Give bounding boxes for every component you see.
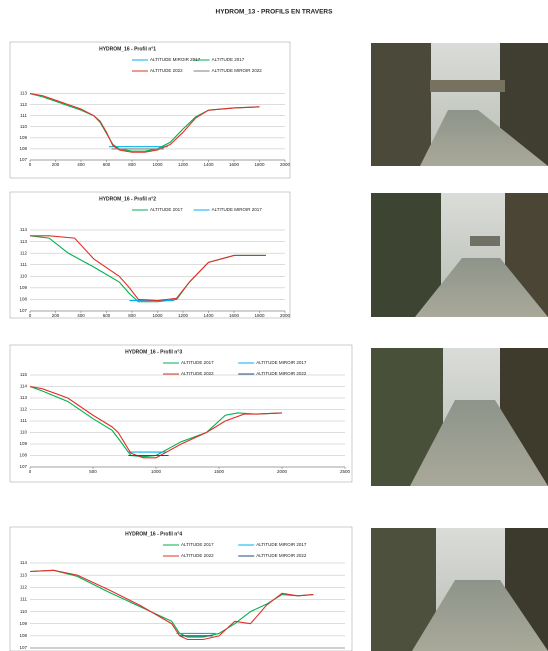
- x-tick-label: 1500: [214, 469, 225, 474]
- y-tick-label: 113: [20, 91, 28, 96]
- y-tick-label: 112: [20, 584, 28, 589]
- page: HYDROM_13 - PROFILS EN TRAVERS HYDROM_16…: [0, 0, 548, 651]
- y-tick-label: 111: [20, 262, 27, 267]
- legend-label: ALTITUDE 2022: [150, 68, 183, 73]
- y-tick-label: 113: [20, 239, 28, 244]
- photo: [371, 43, 548, 166]
- chart-frame: [10, 42, 290, 178]
- x-tick-label: 1600: [229, 162, 240, 167]
- y-tick-label: 112: [20, 250, 28, 255]
- legend-label: ALTITUDE MIROIR 2017: [212, 207, 263, 212]
- y-tick-label: 107: [19, 464, 27, 469]
- chart: HYDROM_16 - Profil n°4 107 108 109 110 111 112…: [10, 527, 352, 651]
- y-tick-label: 111: [20, 597, 27, 602]
- y-tick-label: 112: [20, 407, 28, 412]
- x-tick-label: 1600: [229, 313, 240, 318]
- y-tick-label: 114: [20, 560, 28, 565]
- x-tick-label: 600: [103, 313, 111, 318]
- y-tick-label: 114: [20, 227, 28, 232]
- x-tick-label: 1800: [254, 313, 265, 318]
- x-tick-label: 500: [89, 469, 97, 474]
- x-tick-label: 1400: [203, 313, 214, 318]
- photo: [371, 528, 548, 651]
- y-tick-label: 109: [19, 285, 27, 290]
- chart-title: HYDROM_16 - Profil n°4: [125, 531, 182, 537]
- y-tick-label: 107: [19, 308, 27, 313]
- x-tick-label: 1000: [151, 469, 162, 474]
- photo: [371, 193, 548, 317]
- legend-label: ALTITUDE 2017: [181, 360, 214, 365]
- x-tick-label: 2000: [277, 469, 288, 474]
- y-tick-label: 107: [19, 645, 27, 650]
- y-tick-label: 109: [19, 135, 27, 140]
- y-tick-label: 109: [19, 441, 27, 446]
- legend-label: ALTITUDE MIROIR 2022: [212, 68, 263, 73]
- x-tick-label: 200: [52, 162, 60, 167]
- y-tick-label: 107: [19, 157, 27, 162]
- chart: HYDROM_16 - Profil n°2 107 108 109 110 111 112…: [10, 192, 291, 318]
- x-tick-label: 200: [52, 313, 60, 318]
- x-tick-label: 1000: [152, 162, 163, 167]
- y-tick-label: 108: [19, 633, 27, 638]
- chart: HYDROM_16 - Profil n°1 107 108 109 110 111 112…: [10, 42, 291, 178]
- legend-label: ALTITUDE MIROIR 2017: [256, 360, 307, 365]
- legend-label: ALTITUDE 2017: [181, 542, 214, 547]
- y-tick-label: 115: [20, 372, 28, 377]
- chart-title: HYDROM_16 - Profil n°2: [99, 196, 156, 202]
- y-tick-label: 110: [20, 609, 28, 614]
- x-tick-label: 2500: [340, 469, 351, 474]
- y-tick-label: 113: [20, 572, 28, 577]
- y-tick-label: 110: [20, 273, 28, 278]
- y-tick-label: 109: [19, 621, 27, 626]
- x-tick-label: 1200: [178, 313, 189, 318]
- y-tick-label: 114: [20, 384, 28, 389]
- x-tick-label: 1400: [203, 162, 214, 167]
- x-tick-label: 2000: [280, 162, 291, 167]
- legend-label: ALTITUDE MIROIR 2017: [150, 57, 201, 62]
- y-tick-label: 108: [19, 453, 27, 458]
- x-tick-label: 1000: [152, 313, 163, 318]
- x-tick-label: 400: [77, 313, 85, 318]
- legend-label: ALTITUDE MIROIR 2017: [256, 542, 307, 547]
- chart-title: HYDROM_16 - Profil n°1: [99, 46, 156, 52]
- y-tick-label: 108: [19, 297, 27, 302]
- legend-label: ALTITUDE 2017: [150, 207, 183, 212]
- photo: [371, 348, 548, 486]
- chart-title: HYDROM_16 - Profil n°3: [125, 349, 182, 355]
- legend-label: ALTITUDE 2022: [181, 371, 214, 376]
- x-tick-label: 400: [77, 162, 85, 167]
- x-tick-label: 1800: [254, 162, 265, 167]
- y-tick-label: 111: [20, 418, 27, 423]
- y-tick-label: 111: [20, 113, 27, 118]
- x-tick-label: 1200: [178, 162, 189, 167]
- y-tick-label: 110: [20, 430, 28, 435]
- legend-label: ALTITUDE 2022: [181, 553, 214, 558]
- y-tick-label: 108: [19, 146, 27, 151]
- x-tick-label: 2000: [280, 313, 291, 318]
- x-tick-label: 800: [128, 162, 136, 167]
- chart-frame: [10, 345, 352, 482]
- page-title: HYDROM_13 - PROFILS EN TRAVERS: [216, 9, 334, 16]
- legend-label: ALTITUDE MIROIR 2022: [256, 371, 307, 376]
- chart: HYDROM_16 - Profil n°3 107 108 109 110 111 112…: [10, 345, 352, 482]
- y-tick-label: 113: [20, 395, 28, 400]
- x-tick-label: 600: [103, 162, 111, 167]
- x-tick-label: 800: [128, 313, 136, 318]
- y-tick-label: 110: [20, 124, 28, 129]
- y-tick-label: 112: [20, 102, 28, 107]
- legend-label: ALTITUDE MIROIR 2022: [256, 553, 307, 558]
- legend-label: ALTITUDE 2017: [212, 57, 245, 62]
